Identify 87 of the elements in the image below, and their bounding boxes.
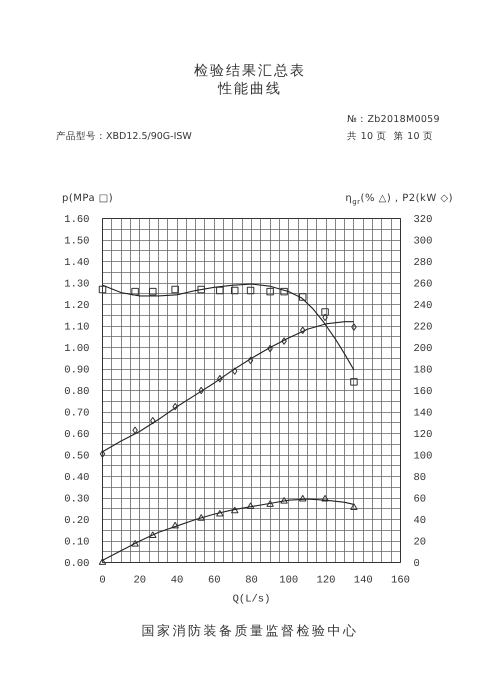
- y-tick-label: 0.10: [64, 536, 90, 548]
- y-tick-label: 1.60: [64, 214, 90, 226]
- y-tick-label: 1.20: [64, 300, 90, 312]
- y-tick-label: 0.80: [64, 386, 90, 398]
- point: [230, 286, 238, 294]
- y2-tick-label: 20: [414, 536, 426, 548]
- point: [350, 503, 358, 510]
- y2-tick-label: 0: [414, 558, 420, 570]
- point: [248, 356, 254, 364]
- y2-axis-title: η$_{gr}$(% △) , P2(kW ◇): [345, 193, 453, 206]
- y2-tick-label: 280: [414, 257, 432, 269]
- point: [131, 288, 139, 296]
- x-tick-label: 140: [354, 574, 373, 586]
- y2-tick-label: 300: [414, 236, 432, 248]
- y2-tick-label: 260: [414, 278, 432, 290]
- text: 共 10 页 第 10 页: [347, 131, 434, 142]
- y-tick-label: 0.60: [64, 429, 90, 441]
- point: [216, 286, 224, 294]
- point: [322, 314, 328, 322]
- x-tick-label: 120: [316, 574, 336, 586]
- y-tick-label: 0.70: [64, 408, 90, 420]
- y-tick-label: 1.30: [64, 278, 90, 290]
- y-tick-label: 0.30: [64, 494, 90, 506]
- y2-tick-label: 40: [414, 515, 426, 527]
- y2-tick-label: 80: [414, 472, 426, 484]
- y2-tick-label: 100: [414, 450, 432, 462]
- x-tick-label: 0: [99, 574, 106, 586]
- y2-tick-label: 140: [414, 408, 432, 420]
- point: [246, 502, 254, 509]
- x-tick-label: 100: [279, 574, 298, 586]
- point: [171, 286, 179, 294]
- x-axis-title: Q(L/s): [232, 594, 270, 606]
- point: [321, 308, 329, 316]
- point: [149, 288, 157, 296]
- point: [197, 286, 205, 294]
- point: [217, 374, 223, 382]
- point: [321, 494, 329, 502]
- point: [132, 426, 138, 434]
- x-tick-label: 60: [208, 574, 221, 586]
- y-axis-title: p(MPa □): [62, 193, 114, 205]
- y2-tick-label: 200: [414, 343, 432, 355]
- y2-tick-label: 240: [414, 300, 432, 312]
- y-tick-label: 0.00: [64, 558, 90, 570]
- point: [350, 378, 358, 386]
- y-tick-label: 0.20: [64, 515, 90, 527]
- point: [266, 500, 274, 507]
- point: [280, 288, 288, 296]
- point: [100, 450, 106, 458]
- y2-tick-label: 60: [414, 494, 426, 506]
- x-tick-label: 80: [245, 574, 258, 586]
- y-tick-label: 1.50: [64, 236, 90, 248]
- x-tick-label: 20: [133, 574, 146, 586]
- y2-tick-label: 180: [414, 364, 432, 376]
- point: [216, 510, 224, 516]
- chart-subtitle: 性能曲线: [216, 81, 283, 98]
- x-tick-label: 40: [170, 574, 184, 586]
- chart-title: 检验结果汇总表: [193, 63, 307, 80]
- point: [267, 344, 273, 352]
- point: [172, 402, 178, 410]
- y2-tick-label: 320: [414, 214, 432, 226]
- x-tick-label: 160: [391, 574, 410, 586]
- y2-tick-label: 120: [414, 429, 432, 441]
- point: [98, 558, 106, 565]
- point: [298, 494, 306, 502]
- y-tick-label: 0.90: [64, 364, 90, 376]
- y-tick-label: 1.00: [64, 343, 90, 355]
- text: 国家消防装备质量监督检验中心: [140, 624, 360, 640]
- text: №：Zb2018M0059: [347, 114, 440, 126]
- text: 产品型号：XBD12.5/90G-ISW: [56, 131, 192, 142]
- point: [149, 531, 157, 538]
- point: [351, 323, 357, 331]
- point: [298, 293, 306, 301]
- y-tick-label: 1.40: [64, 257, 90, 269]
- point: [266, 288, 274, 296]
- point: [230, 506, 238, 514]
- y-tick-label: 0.50: [64, 450, 90, 462]
- y-tick-label: 1.10: [64, 322, 90, 334]
- point: [280, 496, 288, 504]
- point: [197, 514, 205, 521]
- point: [98, 286, 106, 294]
- point: [246, 286, 254, 294]
- point: [281, 337, 287, 345]
- y2-tick-label: 160: [414, 386, 432, 398]
- point: [171, 522, 179, 528]
- y2-tick-label: 220: [414, 322, 432, 334]
- point: [131, 540, 139, 547]
- y-tick-label: 0.40: [64, 472, 90, 484]
